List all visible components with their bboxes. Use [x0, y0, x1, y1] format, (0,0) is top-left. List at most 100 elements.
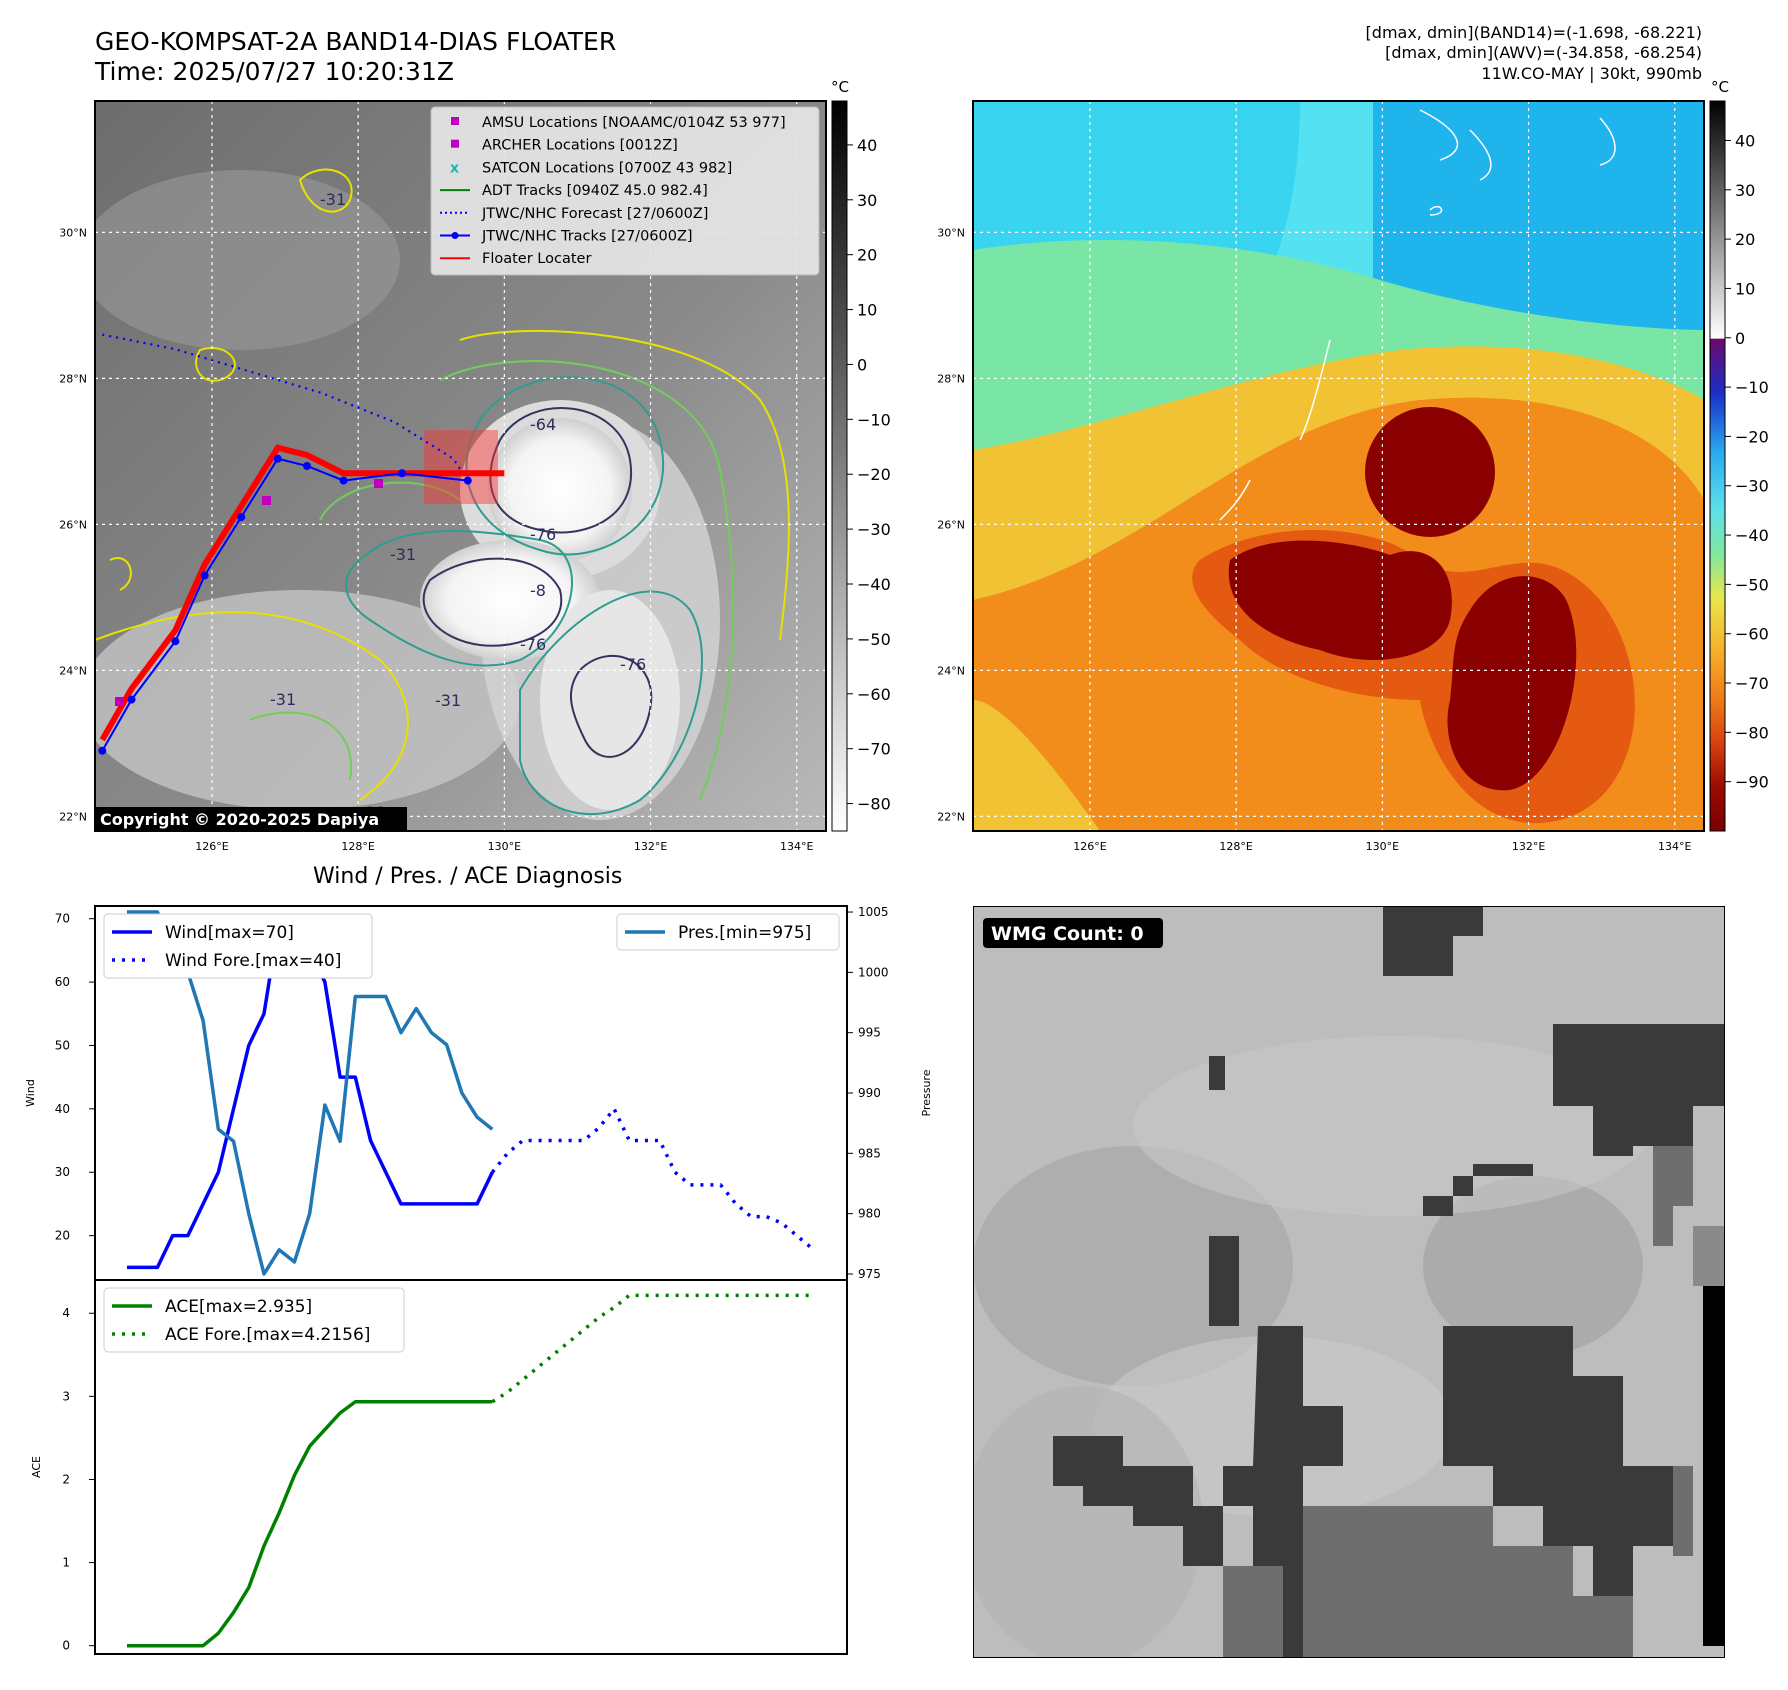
colorbar-tick-label: −80 — [857, 795, 891, 814]
colorbar-tick-label: −70 — [857, 740, 891, 759]
track-point — [339, 476, 348, 485]
archer-marker-2 — [115, 697, 124, 706]
track-point — [98, 746, 107, 755]
amsu-marker — [374, 479, 383, 488]
map-legend: AMSU Locations [NOAAMC/0104Z 53 977] ARCH… — [430, 106, 820, 276]
pressure-tick-label: 985 — [858, 1146, 881, 1160]
ace-tick-label: 1 — [62, 1556, 70, 1570]
wind-legend: Wind[max=70] Wind Fore.[max=40] — [103, 913, 373, 979]
lat-tick-label: 30°N — [59, 226, 87, 239]
lat-tick-label: 28°N — [59, 372, 87, 385]
copyright-box: Copyright © 2020-2025 Dapiya — [95, 807, 407, 831]
colorbar-tick-label: 20 — [857, 246, 877, 265]
lat-tick-label: 30°N — [937, 226, 965, 239]
lon-tick-label: 130°E — [488, 840, 521, 853]
track-point — [200, 571, 209, 580]
gray-colorbar-unit: °C — [831, 78, 849, 96]
legend-wind: Wind[max=70] — [165, 923, 294, 943]
contour-label: -64 — [530, 415, 556, 434]
contour-label: -31 — [435, 691, 461, 710]
lon-tick-label: 132°E — [634, 840, 667, 853]
pressure-tick-label: 1005 — [858, 905, 889, 919]
wind-forecast-series-line — [490, 1107, 814, 1250]
legend-marker: x — [450, 160, 459, 176]
colorbar-tick-label: 30 — [1735, 181, 1755, 200]
legend-label: Floater Locater — [482, 251, 591, 267]
lat-tick-label: 28°N — [937, 372, 965, 385]
pressure-tick-label: 1000 — [858, 965, 889, 979]
legend-marker — [451, 117, 459, 125]
color-colorbar-unit: °C — [1711, 78, 1729, 96]
lon-tick-label: 132°E — [1512, 840, 1545, 853]
ace-tick-label: 2 — [62, 1472, 70, 1486]
gray-colorbar — [831, 100, 848, 832]
contour-label: -8 — [530, 581, 546, 600]
colorbar-tick-label: 20 — [1735, 230, 1755, 249]
lon-tick-label: 128°E — [1219, 840, 1252, 853]
floater-box — [424, 430, 498, 504]
track-point — [237, 513, 246, 522]
legend-label: ARCHER Locations [0012Z] — [482, 138, 678, 154]
ace-tick-label: 4 — [62, 1306, 70, 1320]
wind-tick-label: 20 — [55, 1229, 70, 1243]
legend-label: AMSU Locations [NOAAMC/0104Z 53 977] — [482, 115, 786, 131]
ace-tick-label: 0 — [62, 1639, 70, 1653]
wmg-panel: WMG Count: 0 — [973, 906, 1725, 1658]
colorbar-tick-label: 40 — [857, 136, 877, 155]
colorbar-tick-label: −70 — [1735, 674, 1769, 693]
wind-tick-label: 70 — [55, 912, 70, 926]
lon-tick-label: 130°E — [1366, 840, 1399, 853]
track-point — [171, 637, 180, 646]
colorbar-tick-label: −40 — [857, 575, 891, 594]
colorbar-tick-label: 10 — [857, 301, 877, 320]
info-band14: [dmax, dmin](BAND14)=(-1.698, -68.221) — [1365, 23, 1702, 42]
contour-label: -76 — [620, 655, 646, 674]
track-point — [302, 462, 311, 470]
lon-tick-label: 126°E — [1073, 840, 1106, 853]
lat-tick-label: 24°N — [59, 664, 87, 677]
track-point — [398, 469, 407, 478]
ir-map-panel: -31-64-76-76-76-31-31-31-31-8 126°E128°E… — [59, 78, 1769, 853]
ace-tick-label: 3 — [62, 1389, 70, 1403]
diagnosis-title: Wind / Pres. / ACE Diagnosis — [313, 864, 623, 889]
colorbar-tick-label: −50 — [1735, 575, 1769, 594]
pressure-tick-label: 980 — [858, 1207, 881, 1221]
jtwc-track — [101, 457, 468, 752]
colorbar-tick-label: −10 — [857, 410, 891, 429]
chart-title: GEO-KOMPSAT-2A BAND14-DIAS FLOATER — [95, 27, 617, 56]
ace-ylabel: ACE — [30, 1456, 43, 1478]
lon-tick-label: 128°E — [341, 840, 374, 853]
legend-marker — [451, 232, 459, 239]
lat-tick-label: 22°N — [937, 810, 965, 823]
diagnosis-panel: 70 60 50 40 30 20 1005 1000 995 990 985 980 975 4 3 2 1… — [24, 905, 933, 1655]
pressure-legend: Pres.[min=975] — [616, 913, 840, 951]
colorbar-tick-label: −50 — [857, 630, 891, 649]
legend-label: JTWC/NHC Tracks [27/0600Z] — [481, 229, 693, 245]
wind-tick-label: 60 — [55, 975, 70, 989]
legend-marker — [451, 139, 459, 148]
legend-label: ADT Tracks [0940Z 45.0 982.4] — [482, 183, 708, 199]
colorbar-tick-label: −60 — [857, 685, 891, 704]
archer-marker — [262, 496, 271, 505]
pressure-tick-label: 990 — [858, 1086, 881, 1100]
contour-label: -31 — [390, 545, 416, 564]
pressure-ylabel: Pressure — [920, 1069, 933, 1116]
colorbar-tick-label: 0 — [1735, 329, 1745, 348]
colorbar-tick-label: −20 — [1735, 427, 1769, 446]
colorbar-tick-label: −20 — [857, 465, 891, 484]
info-storm: 11W.CO-MAY | 30kt, 990mb — [1481, 64, 1702, 83]
lat-tick-label: 26°N — [937, 518, 965, 531]
colorbar-tick-label: 10 — [1735, 279, 1755, 298]
wind-ylabel: Wind — [24, 1079, 37, 1107]
legend-label: JTWC/NHC Forecast [27/0600Z] — [481, 206, 708, 222]
colorbar-tick-label: 0 — [857, 355, 867, 374]
colorbar-tick-label: 40 — [1735, 131, 1755, 150]
pressure-tick-label: 975 — [858, 1267, 881, 1281]
legend-ace: ACE[max=2.935] — [165, 1297, 312, 1317]
colorbar-tick-label: −30 — [1735, 477, 1769, 496]
lat-tick-label: 22°N — [59, 810, 87, 823]
lon-tick-label: 134°E — [1658, 840, 1691, 853]
lat-tick-label: 26°N — [59, 518, 87, 531]
wind-tick-label: 30 — [55, 1165, 70, 1179]
pressure-tick-label: 995 — [858, 1026, 881, 1040]
